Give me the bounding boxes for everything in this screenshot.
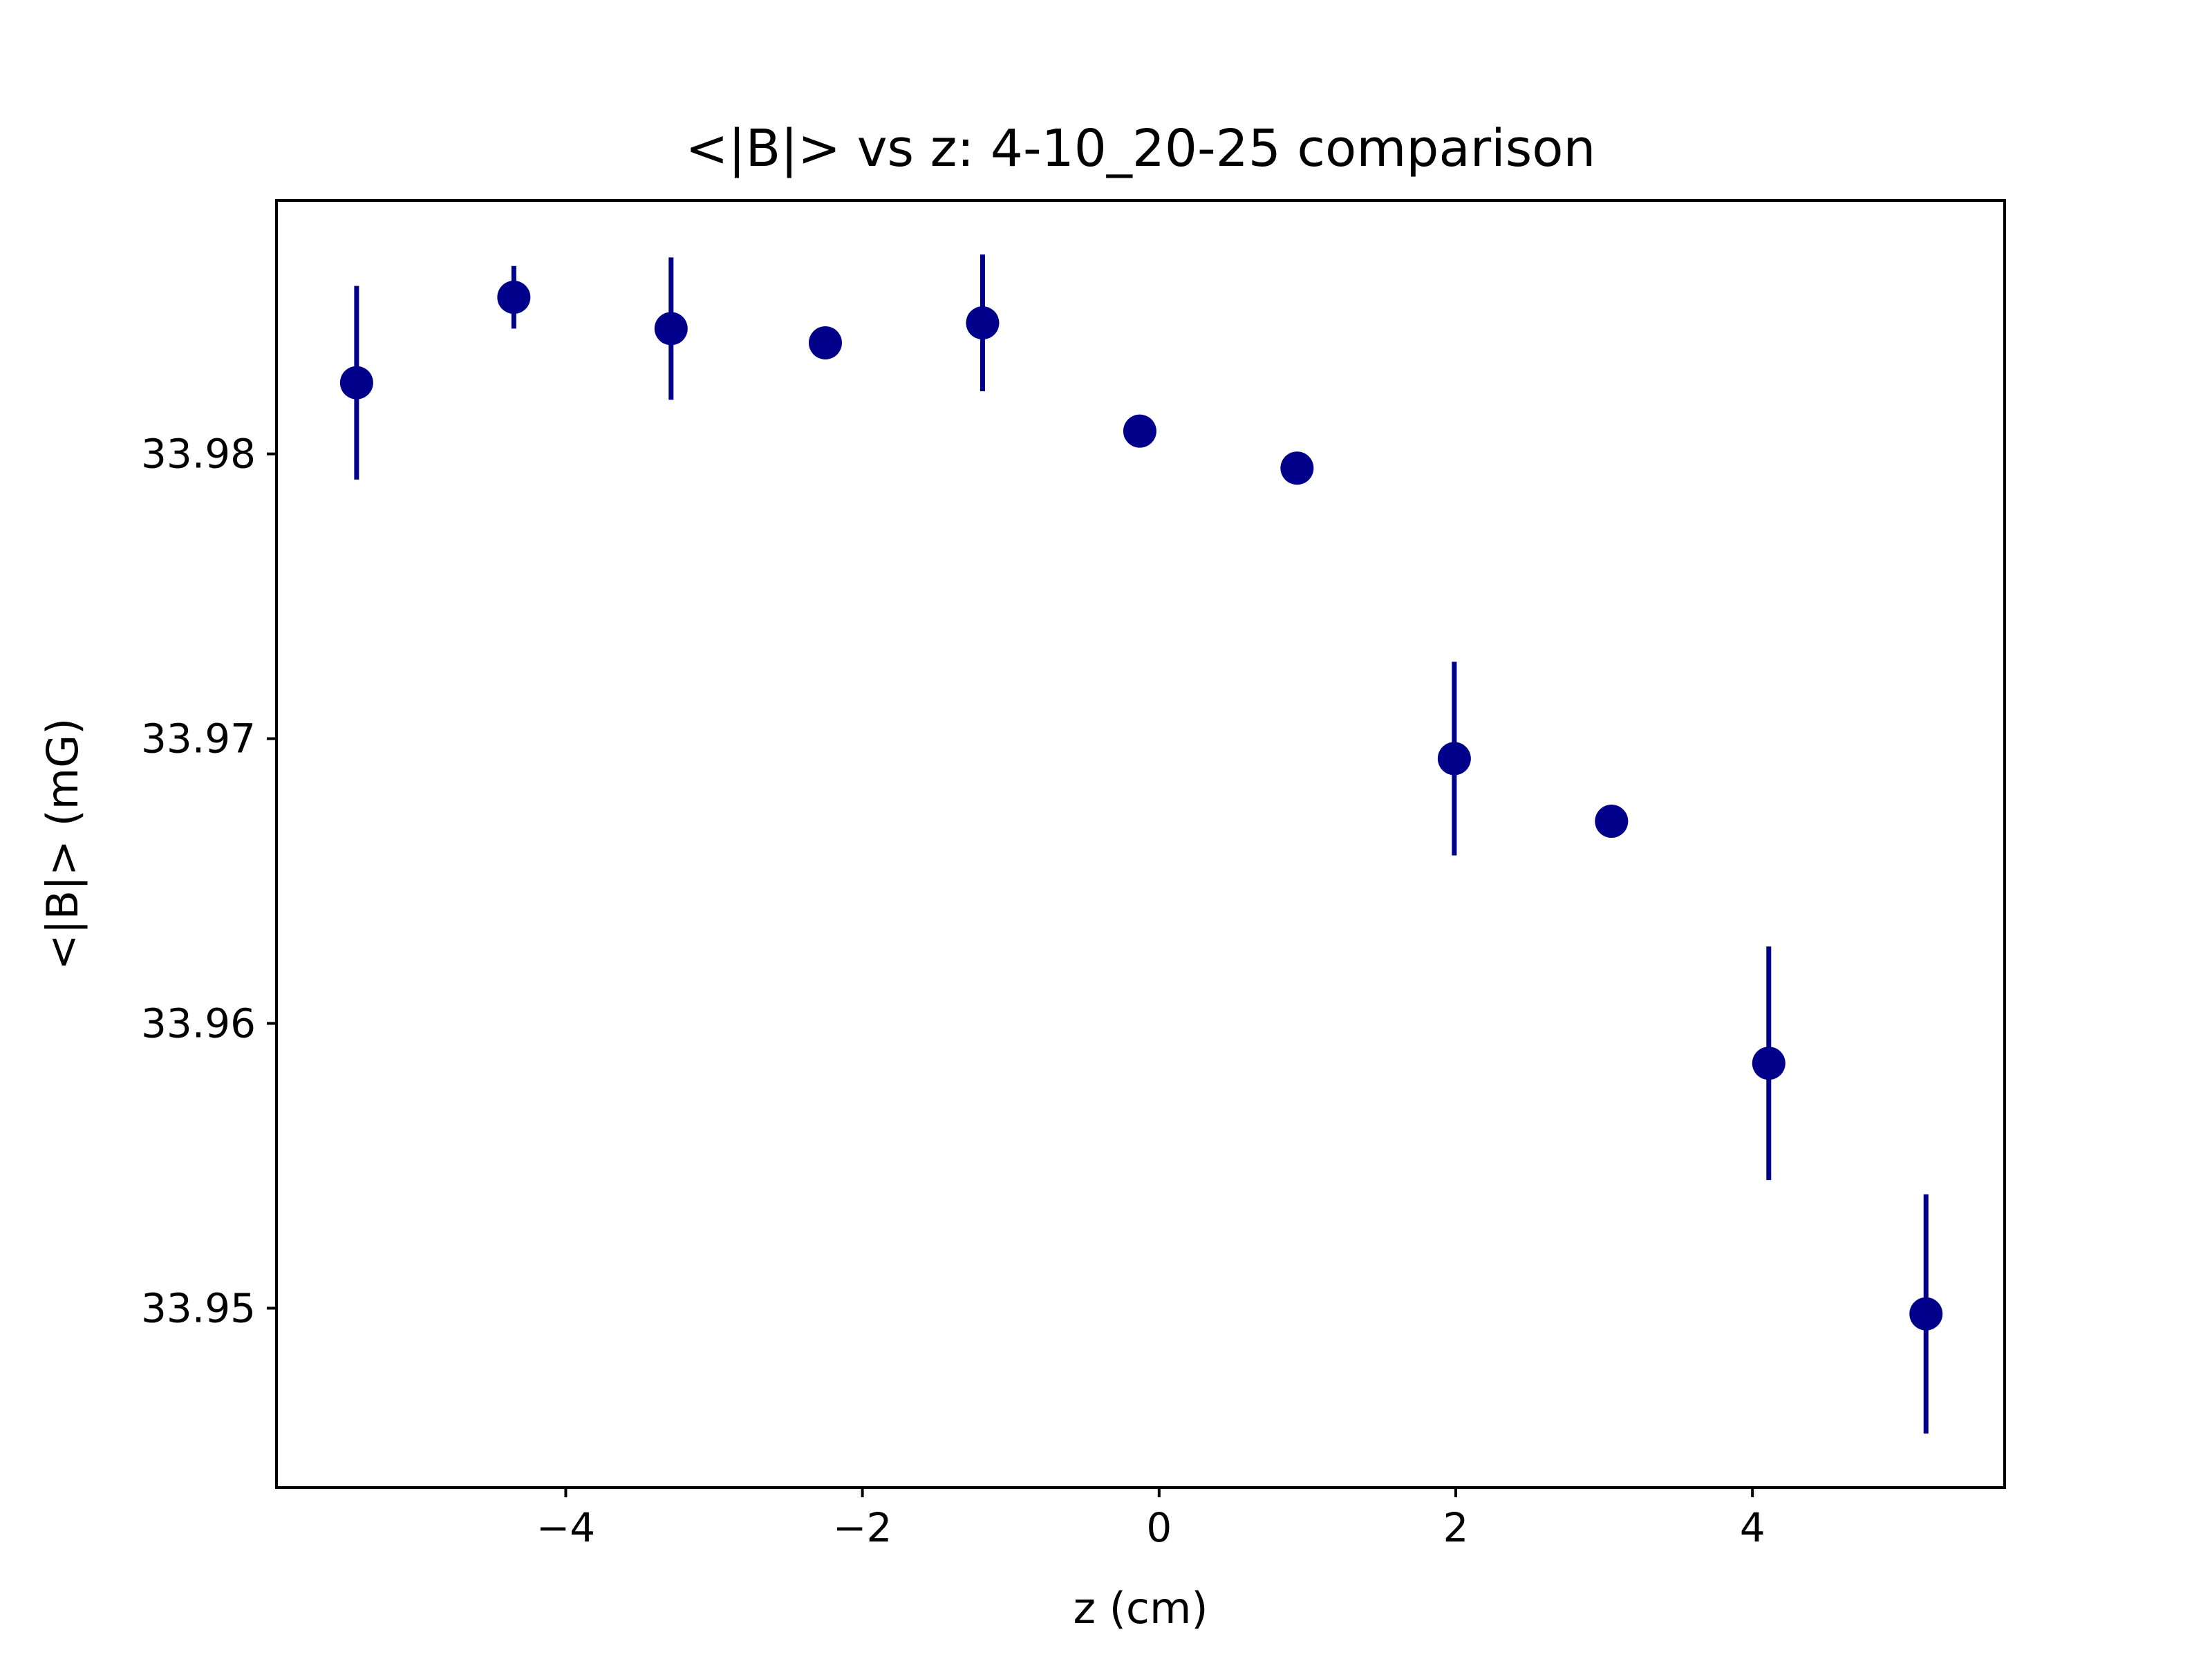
y-tick-label: 33.97 <box>141 715 256 762</box>
data-point <box>654 312 688 346</box>
ticks-layer: −4 −2 0 2 4 33.95 33.96 33.97 33.98 <box>141 431 1765 1551</box>
data-point <box>1280 451 1314 485</box>
x-tick-label: 0 <box>1146 1504 1172 1551</box>
y-tick-label: 33.95 <box>141 1284 256 1331</box>
x-tick-label: 4 <box>1740 1504 1765 1551</box>
x-tick-label: 2 <box>1443 1504 1469 1551</box>
x-axis-label: z (cm) <box>1073 1583 1208 1633</box>
y-tick-label: 33.96 <box>141 1000 256 1047</box>
data-point <box>966 306 1000 340</box>
plot-area-frame <box>275 199 2006 1489</box>
data-point <box>1595 805 1629 838</box>
data-point <box>1752 1047 1785 1080</box>
y-tick-label: 33.98 <box>141 431 256 478</box>
data-points-layer <box>339 254 1943 1434</box>
data-point <box>339 366 373 400</box>
data-point <box>1437 742 1471 776</box>
data-point <box>1123 414 1156 448</box>
data-point <box>808 326 842 359</box>
data-point <box>1909 1297 1943 1331</box>
data-point <box>497 281 531 315</box>
x-tick-label: −2 <box>833 1504 892 1551</box>
y-axis-label: <|B|> (mG) <box>37 718 88 971</box>
chart-title: <|B|> vs z: 4-10_20-25 comparison <box>686 119 1596 178</box>
x-tick-label: −4 <box>536 1504 596 1551</box>
